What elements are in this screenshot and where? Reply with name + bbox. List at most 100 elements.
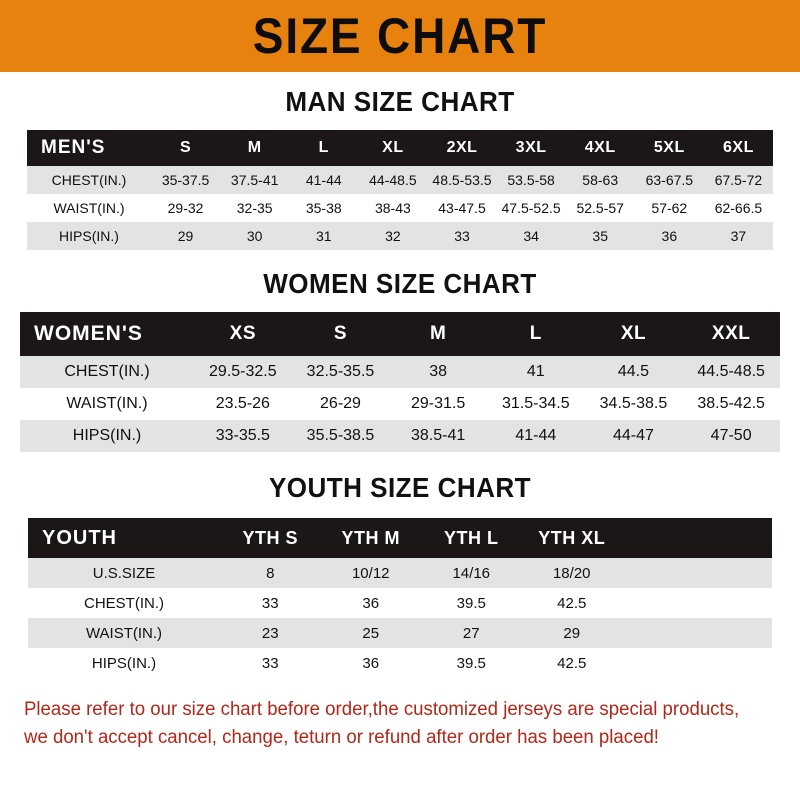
- men-hips-label: HIPS(IN.): [59, 228, 119, 244]
- youth-ussize-yth-m: 10/12: [351, 564, 390, 582]
- men-waist-2xl: 43-47.5: [438, 200, 486, 216]
- men-hips-4xl: 35: [592, 228, 608, 244]
- youth-ussize-yth-xl: 18/20: [552, 564, 591, 582]
- men-chest-xl: 44-48.5: [369, 172, 417, 188]
- youth-ussize-label: U.S.SIZE: [92, 564, 156, 582]
- men-chest-4xl: 58-63: [582, 172, 619, 188]
- youth-header-row-label: YOUTH: [42, 526, 117, 549]
- women-table-header-row: WOMEN'S XS S M L XL XXL: [20, 312, 780, 356]
- women-waist-s: 26-29: [320, 395, 361, 412]
- men-waist-3xl: 47.5-52.5: [501, 200, 561, 216]
- table-row: U.S.SIZE 8 10/12 14/16 18/20: [28, 558, 772, 588]
- men-size-col-5xl: 5XL: [653, 139, 685, 156]
- women-waist-xxl: 38.5-42.5: [697, 395, 765, 412]
- youth-chest-yth-m: 36: [362, 594, 380, 612]
- men-waist-label: WAIST(IN.): [53, 200, 125, 216]
- men-hips-6xl: 37: [730, 228, 747, 244]
- women-size-col-m: M: [429, 323, 447, 344]
- men-hips-3xl: 34: [523, 228, 539, 244]
- youth-size-table: YOUTH YTH S YTH M YTH L YTH XL U.S.SIZE …: [28, 518, 772, 678]
- table-row: HIPS(IN.) 29 30 31 32 33 34 35 36 37: [27, 222, 773, 250]
- men-table-body: MEN'S S M L XL 2XL 3XL 4XL 5XL 6XL CHEST…: [27, 130, 773, 250]
- youth-size-section: YOUTH SIZE CHART YOUTH YTH S YTH M YTH L…: [0, 474, 800, 678]
- men-waist-m: 32-35: [236, 200, 273, 216]
- men-size-col-3xl: 3XL: [515, 139, 547, 156]
- women-size-col-xl: XL: [620, 323, 647, 344]
- youth-hips-label: HIPS(IN.): [91, 654, 157, 672]
- women-chest-l: 41: [526, 363, 545, 380]
- women-chest-xs: 29.5-32.5: [209, 363, 277, 380]
- footer-line-2: we don't accept cancel, change, teturn o…: [24, 726, 659, 748]
- table-row: WAIST(IN.) 23 25 27 29: [28, 618, 772, 648]
- women-size-col-xxl: XXL: [711, 323, 751, 344]
- youth-waist-yth-xl: 29: [563, 624, 581, 642]
- women-waist-m: 29-31.5: [411, 395, 466, 412]
- youth-header-spacer: [622, 518, 772, 558]
- men-size-col-xl: XL: [382, 139, 404, 156]
- youth-waist-yth-m: 25: [362, 624, 380, 642]
- men-table-header-row: MEN'S S M L XL 2XL 3XL 4XL 5XL 6XL: [27, 130, 773, 166]
- women-waist-l: 31.5-34.5: [501, 395, 570, 412]
- women-hips-m: 38.5-41: [411, 427, 466, 444]
- women-size-col-s: S: [333, 323, 348, 344]
- footer-disclaimer: Please refer to our size chart before or…: [24, 696, 761, 751]
- table-row: WAIST(IN.) 23.5-26 26-29 29-31.5 31.5-34…: [20, 388, 780, 420]
- women-hips-xs: 33-35.5: [215, 427, 270, 444]
- women-size-table: WOMEN'S XS S M L XL XXL CHEST(IN.) 29.5-…: [20, 312, 780, 452]
- women-header-row-label: WOMEN'S: [34, 322, 143, 345]
- women-hips-xl: 44-47: [612, 427, 654, 444]
- youth-hips-yth-l: 39.5: [456, 654, 486, 672]
- youth-waist-yth-s: 23: [261, 624, 279, 642]
- men-hips-5xl: 36: [661, 228, 678, 244]
- men-size-col-s: S: [179, 139, 192, 156]
- page-title: SIZE CHART: [252, 8, 548, 64]
- men-section-title: MAN SIZE CHART: [285, 86, 515, 117]
- men-hips-xl: 32: [385, 228, 401, 244]
- women-chest-xl: 44.5: [617, 363, 650, 380]
- youth-table-header-row: YOUTH YTH S YTH M YTH L YTH XL: [28, 518, 772, 558]
- youth-ussize-yth-s: 8: [266, 564, 275, 582]
- youth-hips-yth-m: 36: [362, 654, 380, 672]
- women-hips-label: HIPS(IN.): [72, 427, 142, 444]
- men-waist-xl: 38-43: [374, 200, 411, 216]
- women-table-body: WOMEN'S XS S M L XL XXL CHEST(IN.) 29.5-…: [20, 312, 780, 452]
- youth-section-title: YOUTH SIZE CHART: [268, 472, 532, 503]
- women-waist-label: WAIST(IN.): [66, 395, 148, 412]
- women-size-section: WOMEN SIZE CHART WOMEN'S XS S M L XL XXL…: [0, 270, 800, 452]
- youth-row-spacer: [622, 618, 772, 648]
- men-size-col-m: M: [247, 139, 262, 156]
- men-chest-2xl: 48.5-53.5: [432, 172, 492, 188]
- youth-size-col-yth-s: YTH S: [242, 527, 298, 548]
- women-size-col-l: L: [529, 323, 542, 344]
- women-chest-m: 38: [429, 363, 448, 380]
- youth-chest-label: CHEST(IN.): [84, 594, 164, 612]
- men-size-col-6xl: 6XL: [723, 139, 754, 156]
- men-waist-5xl: 57-62: [651, 200, 688, 216]
- men-chest-s: 35-37.5: [161, 172, 210, 188]
- women-hips-xxl: 47-50: [710, 427, 752, 444]
- footer-line-1: Please refer to our size chart before or…: [24, 699, 740, 720]
- men-waist-s: 29-32: [167, 200, 204, 216]
- youth-waist-label: WAIST(IN.): [85, 624, 163, 642]
- men-chest-3xl: 53.5-58: [507, 172, 555, 188]
- youth-table-body: YOUTH YTH S YTH M YTH L YTH XL U.S.SIZE …: [28, 518, 772, 678]
- women-waist-xl: 34.5-38.5: [599, 395, 668, 412]
- men-hips-s: 29: [177, 228, 194, 244]
- youth-waist-yth-l: 27: [462, 624, 480, 642]
- men-waist-l: 35-38: [305, 200, 342, 216]
- women-section-title: WOMEN SIZE CHART: [263, 268, 537, 299]
- table-row: HIPS(IN.) 33 36 39.5 42.5: [28, 648, 772, 678]
- men-chest-5xl: 63-67.5: [645, 172, 694, 188]
- men-size-col-2xl: 2XL: [446, 139, 478, 156]
- men-hips-l: 31: [315, 228, 332, 244]
- youth-row-spacer: [622, 558, 772, 588]
- table-row: WAIST(IN.) 29-32 32-35 35-38 38-43 43-47…: [27, 194, 773, 222]
- men-size-table: MEN'S S M L XL 2XL 3XL 4XL 5XL 6XL CHEST…: [27, 130, 773, 250]
- size-chart-banner: SIZE CHART: [0, 0, 800, 72]
- youth-chest-yth-l: 39.5: [456, 594, 486, 612]
- table-row: CHEST(IN.) 29.5-32.5 32.5-35.5 38 41 44.…: [20, 356, 780, 388]
- youth-row-spacer: [622, 648, 772, 678]
- youth-chest-yth-xl: 42.5: [557, 594, 587, 612]
- men-header-row-label: MEN'S: [41, 137, 106, 158]
- table-row: CHEST(IN.) 35-37.5 37.5-41 41-44 44-48.5…: [27, 166, 773, 194]
